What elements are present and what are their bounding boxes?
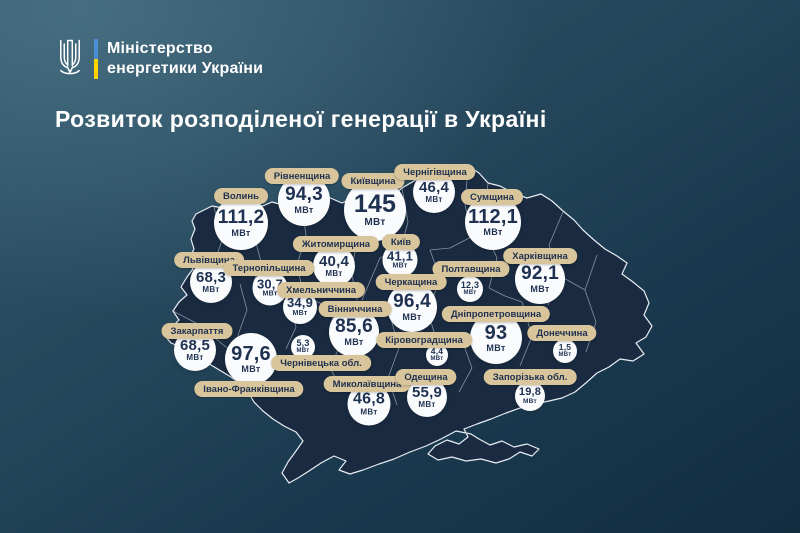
- value-label: 85,6: [335, 316, 373, 338]
- unit-label: МВт: [430, 355, 444, 362]
- unit-label: МВт: [325, 269, 343, 279]
- tryzub-trident-icon: [60, 39, 80, 75]
- ministry-name: Міністерство енергетики України: [107, 39, 263, 79]
- value-bubble: 68,3 МВт: [190, 261, 232, 303]
- value-label: 68,5: [180, 336, 210, 354]
- value-label: 68,3: [196, 268, 226, 286]
- unit-label: МВт: [425, 195, 443, 205]
- value-label: 145: [353, 189, 397, 218]
- unit-label: МВт: [231, 227, 251, 238]
- unit-label: МВт: [418, 400, 436, 410]
- value-bubble: 111,2 МВт: [214, 196, 268, 250]
- value-label: 5,3: [296, 337, 310, 348]
- region-name-pill: Закарпаття: [161, 323, 233, 339]
- value-label: 46,8: [353, 390, 385, 408]
- unit-label: МВт: [262, 290, 278, 298]
- value-label: 92,1: [521, 263, 559, 285]
- unit-label: МВт: [558, 351, 572, 358]
- region-name-pill: Тернопільщина: [223, 260, 315, 276]
- value-label: 112,1: [468, 205, 518, 228]
- unit-label: МВт: [296, 348, 310, 355]
- unit-label: МВт: [364, 217, 386, 228]
- flag-yellow-segment: [94, 59, 98, 79]
- ukraine-flag-bar: [94, 39, 98, 79]
- value-label: 30,7: [256, 276, 284, 292]
- value-label: 12,3: [460, 279, 480, 290]
- value-label: 111,2: [217, 207, 265, 229]
- region-name-pill: Миколаївщина: [323, 376, 411, 392]
- region-name-pill: Вінниччина: [318, 301, 392, 317]
- value-label: 46,4: [419, 178, 449, 196]
- region-name-pill: Житомирщина: [292, 236, 380, 252]
- region-name-pill: Івано-Франківщина: [194, 381, 304, 397]
- region-name-pill: Одещина: [395, 369, 457, 385]
- ministry-name-line2: енергетики України: [107, 60, 264, 77]
- unit-label: МВт: [392, 262, 408, 270]
- region-name-pill: Черкащина: [375, 274, 447, 290]
- value-label: 4,4: [430, 346, 444, 357]
- value-bubble: 96,4 МВт: [387, 282, 437, 332]
- flag-blue-segment: [94, 39, 98, 59]
- value-label: 19,8: [518, 385, 542, 398]
- unit-label: МВт: [486, 343, 506, 354]
- ministry-logo: Міністерство енергетики України: [55, 38, 263, 80]
- unit-label: МВт: [463, 290, 477, 297]
- value-bubble: 12,3 МВт: [457, 276, 483, 302]
- region-name-pill: Донеччина: [527, 325, 597, 341]
- value-bubble: 1,5 МВт: [553, 339, 577, 363]
- ministry-name-line1: Міністерство: [107, 40, 213, 57]
- value-bubble: 97,6 МВт: [225, 333, 277, 385]
- unit-label: МВт: [483, 227, 503, 238]
- value-label: 40,4: [319, 252, 349, 270]
- region-name-pill: Хмельниччина: [277, 282, 365, 298]
- page-title: Розвиток розподіленої генерації в Україн…: [55, 106, 547, 132]
- value-bubble: 19,8 МВт: [515, 381, 545, 411]
- value-label: 1,5: [558, 342, 572, 353]
- region-name-pill: Чернігівщина: [394, 164, 476, 180]
- value-label: 34,9: [286, 295, 314, 311]
- value-bubble: 4,4 МВт: [426, 344, 448, 366]
- unit-label: МВт: [402, 311, 422, 322]
- region-name-pill: Дніпропетровщина: [441, 306, 551, 322]
- unit-label: МВт: [530, 283, 550, 294]
- region-name-pill: Полтавщина: [432, 261, 510, 277]
- value-bubble: 40,4 МВт: [313, 245, 355, 287]
- region-name-pill: Харківщина: [503, 248, 577, 264]
- region-name-pill: Київ: [381, 234, 421, 250]
- unit-label: МВт: [344, 336, 364, 347]
- region-name-pill: Запорізька обл.: [483, 369, 577, 385]
- region-name-pill: Кіровоградщина: [376, 332, 472, 348]
- value-label: 96,4: [393, 291, 431, 313]
- unit-label: МВт: [360, 407, 378, 417]
- unit-label: МВт: [202, 285, 220, 295]
- unit-label: МВт: [522, 397, 538, 405]
- value-bubble: 145 МВт: [344, 179, 406, 241]
- unit-label: МВт: [241, 364, 261, 375]
- value-label: 41,1: [386, 248, 414, 264]
- region-name-pill: Чернівецька обл.: [271, 355, 371, 371]
- region-name-pill: Рівненщина: [264, 168, 340, 184]
- value-label: 97,6: [231, 342, 271, 365]
- region-name-pill: Київщина: [341, 173, 405, 189]
- value-label: 94,3: [285, 184, 323, 206]
- unit-label: МВт: [292, 309, 308, 317]
- value-label: 55,9: [412, 383, 442, 401]
- region-name-pill: Волинь: [214, 188, 268, 204]
- value-label: 93: [484, 321, 508, 344]
- unit-label: МВт: [186, 353, 204, 363]
- region-name-pill: Сумщина: [461, 189, 523, 205]
- unit-label: МВт: [294, 204, 314, 215]
